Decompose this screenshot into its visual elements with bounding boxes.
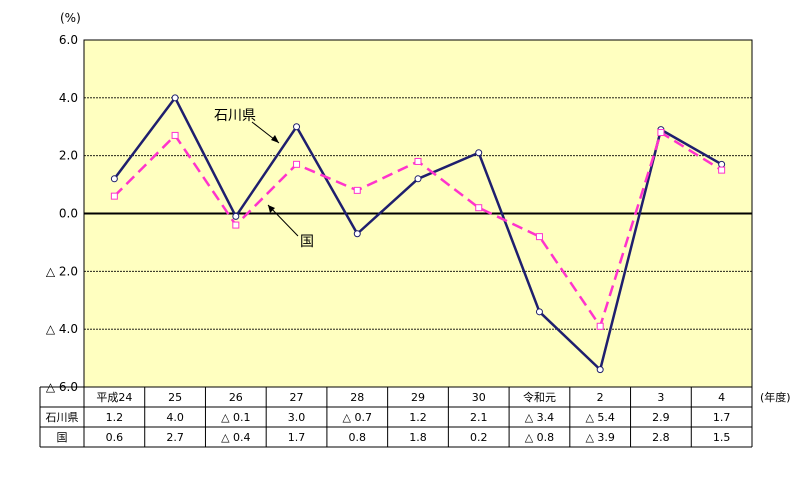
data-point (110, 192, 118, 200)
data-table: 平成24 25 26 27 28 29 30 令和元 2 3 4 石川県 1.2 4.0 △ 0.1 3.0 △… (39, 386, 753, 448)
data-label: 1.8 (409, 431, 427, 444)
x-tick-label: 25 (168, 391, 182, 404)
x-tick-label: 29 (411, 391, 425, 404)
data-point (414, 157, 422, 165)
data-label: 2.1 (470, 411, 488, 424)
y-tick-label: 0.0 (59, 207, 78, 221)
x-tick-label: 4 (718, 391, 725, 404)
data-label: 3.0 (288, 411, 306, 424)
series-2 (110, 129, 726, 330)
y-tick-label: 6.0 (59, 33, 78, 47)
series-1 (110, 94, 726, 374)
data-point (718, 166, 726, 174)
x-tick-label: 26 (229, 391, 243, 404)
data-point (353, 230, 361, 238)
data-label: 1.2 (409, 411, 427, 424)
x-axis-unit: (年度) (760, 390, 791, 404)
data-point (353, 186, 361, 194)
data-point (171, 94, 179, 102)
data-label: 2.7 (166, 431, 184, 444)
data-point (535, 233, 543, 241)
y-tick-label: △ 2.0 (46, 264, 78, 278)
data-point (475, 149, 483, 157)
data-point (232, 212, 240, 220)
data-point (171, 131, 179, 139)
data-label: △ 0.8 (525, 431, 554, 444)
x-tick-label: 30 (472, 391, 486, 404)
data-label: 2.8 (652, 431, 670, 444)
data-label: 1.7 (713, 411, 731, 424)
callout-label: 石川県 (214, 108, 256, 124)
data-point (596, 322, 604, 330)
data-point (718, 160, 726, 168)
x-tick-label: 3 (657, 391, 664, 404)
data-point (535, 308, 543, 316)
data-label: 1.2 (106, 411, 124, 424)
callout-label: 国 (300, 234, 314, 250)
data-point (414, 175, 422, 183)
data-label: 1.7 (288, 431, 306, 444)
callout-arrowhead (268, 205, 275, 213)
y-axis-ticks: 6.04.02.00.0△ 2.0△ 4.0△ 6.0 (46, 33, 78, 394)
data-label: △ 0.4 (221, 431, 250, 444)
y-tick-label: 2.0 (59, 149, 78, 163)
data-label: △ 0.7 (343, 411, 372, 424)
x-tick-label: 平成24 (96, 391, 132, 404)
table-row-label: 石川県 (46, 411, 79, 424)
data-point (293, 123, 301, 131)
y-tick-label: △ 4.0 (46, 322, 78, 336)
data-point (657, 129, 665, 137)
data-point (293, 160, 301, 168)
data-point (110, 175, 118, 183)
data-label: 4.0 (166, 411, 184, 424)
data-point (232, 221, 240, 229)
series-layer (110, 94, 726, 374)
x-tick-label: 27 (290, 391, 304, 404)
data-label: △ 3.9 (585, 431, 614, 444)
callout-arrow (267, 204, 299, 237)
data-label: 0.8 (349, 431, 367, 444)
data-point (475, 204, 483, 212)
data-label: △ 0.1 (221, 411, 250, 424)
y-tick-label: 4.0 (59, 91, 78, 105)
data-label: 1.5 (713, 431, 731, 444)
x-tick-label: 令和元 (523, 390, 556, 404)
data-label: 0.2 (470, 431, 488, 444)
data-label: △ 3.4 (525, 411, 554, 424)
table-row-label: 国 (57, 431, 68, 444)
x-tick-label: 28 (350, 391, 364, 404)
y-axis-unit: (%) (60, 11, 81, 25)
callout-arrowhead (271, 135, 279, 143)
x-tick-label: 2 (597, 391, 604, 404)
data-point (596, 366, 604, 374)
data-label: △ 5.4 (585, 411, 614, 424)
data-label: 2.9 (652, 411, 670, 424)
data-label: 0.6 (106, 431, 124, 444)
